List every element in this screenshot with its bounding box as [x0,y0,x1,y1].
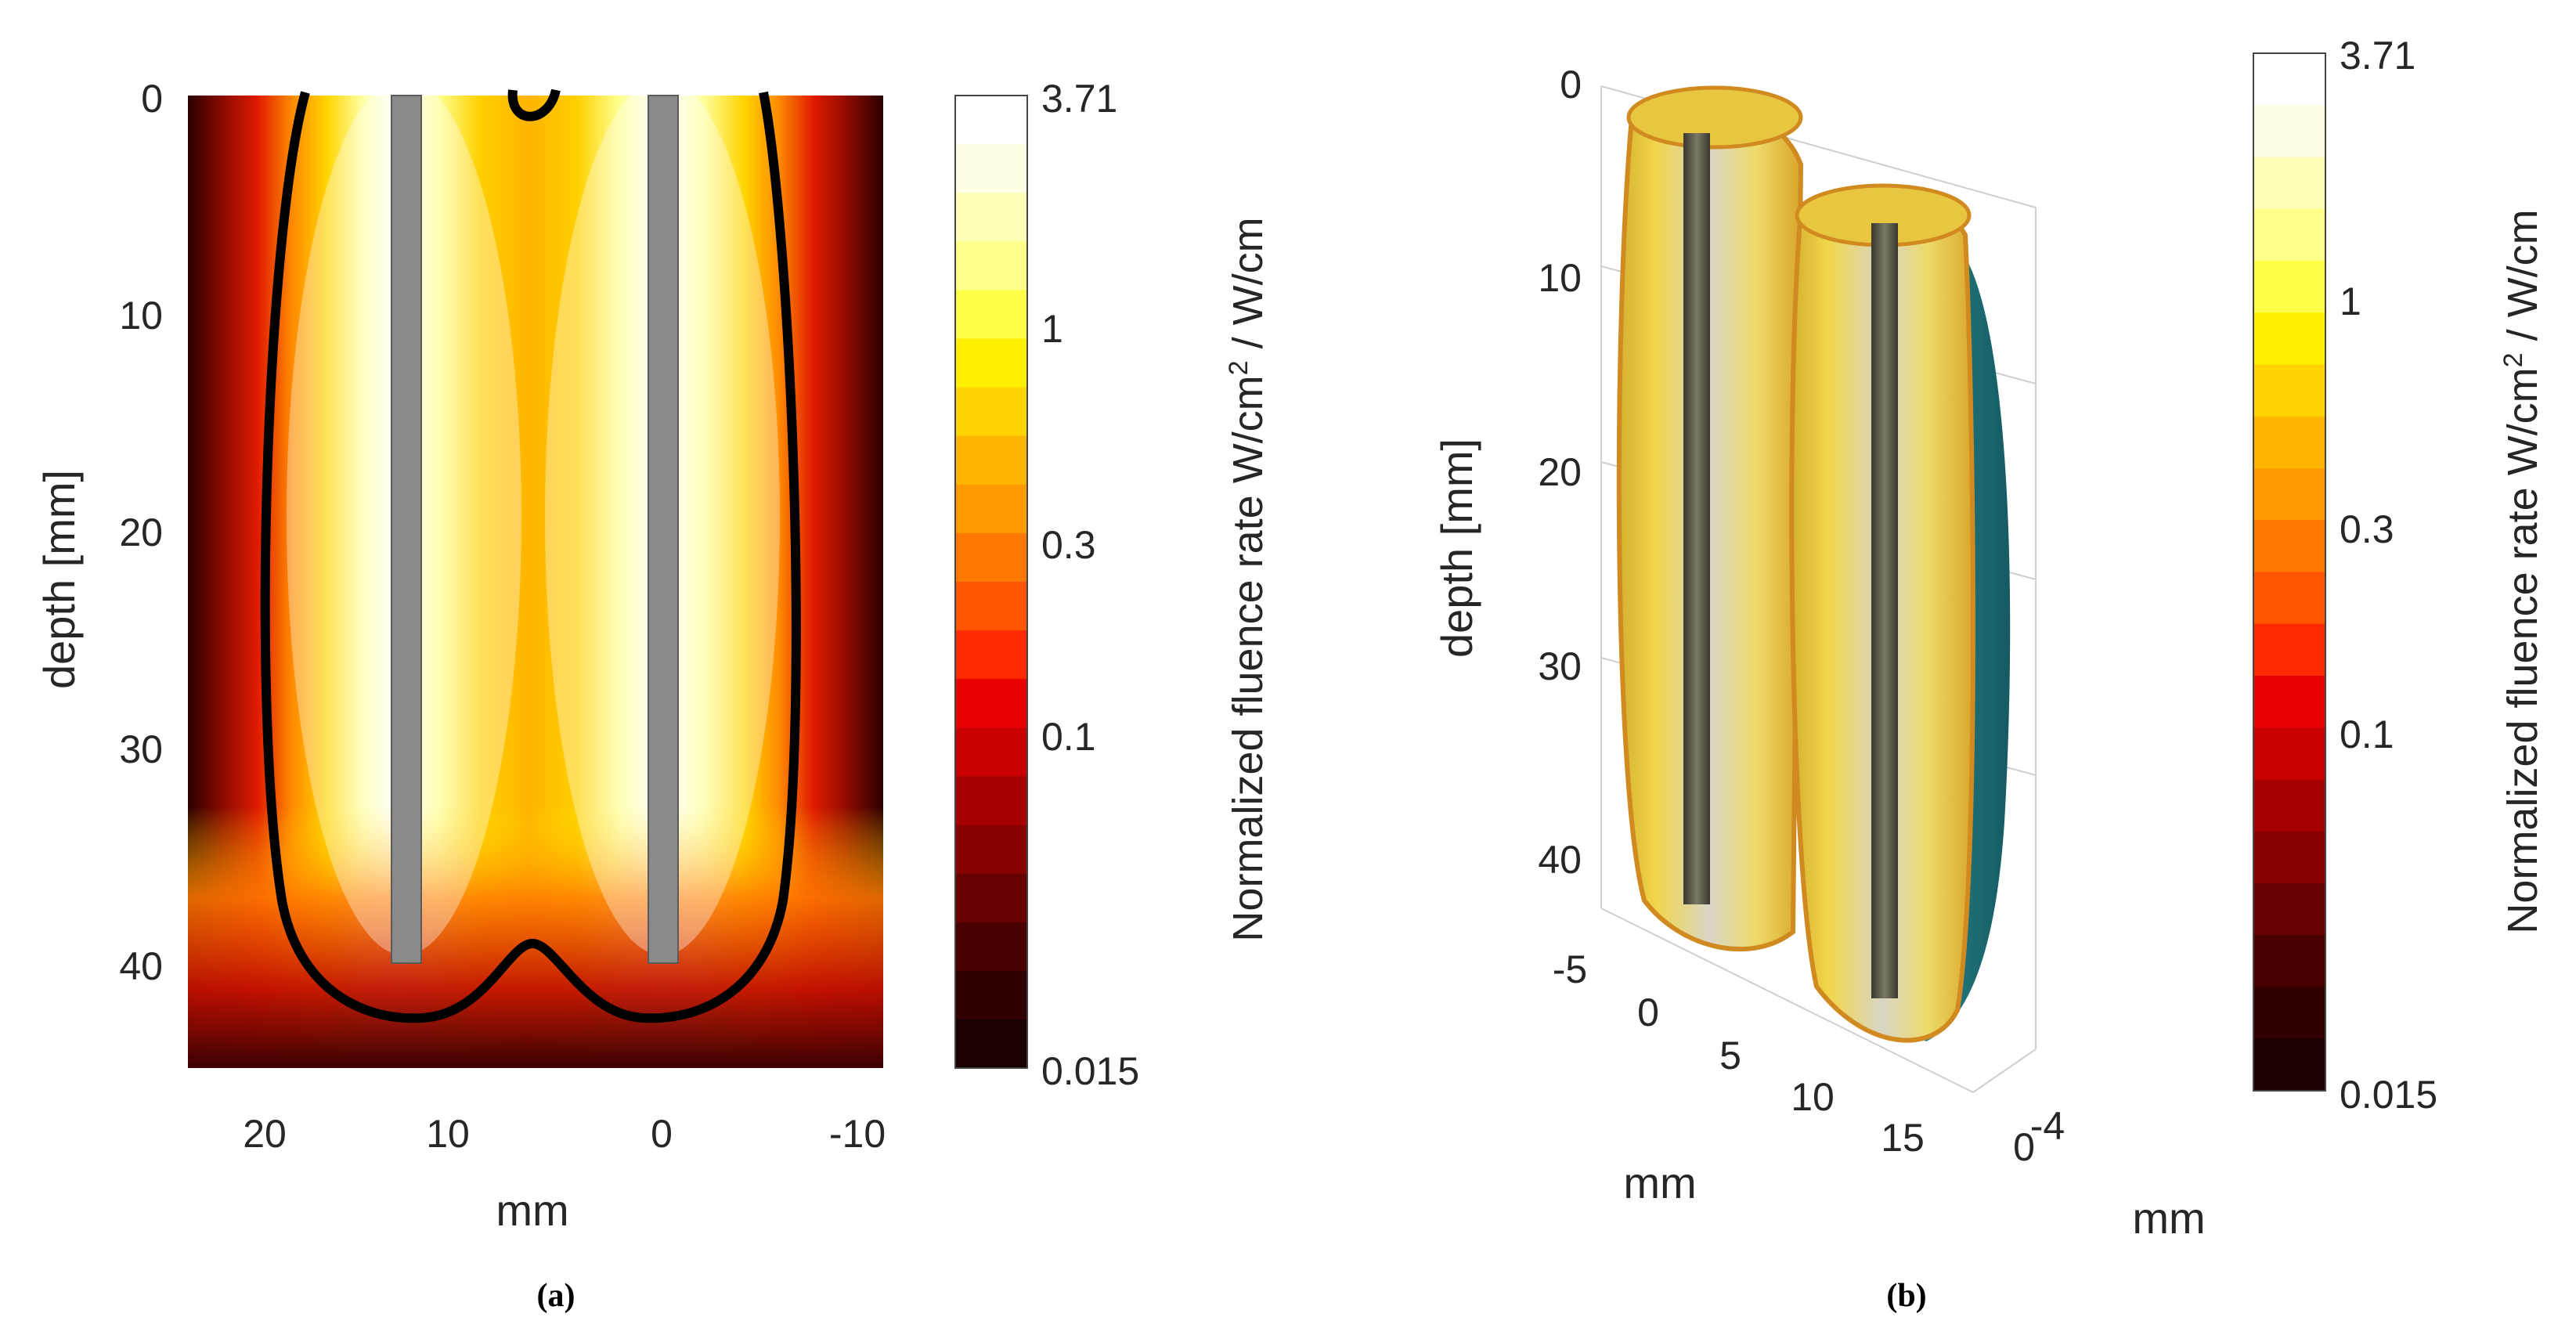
cb-tick-1: 1 [1041,307,1063,351]
colorbar-block [2253,572,2325,625]
x-tick-10-b: 10 [1791,1075,1835,1119]
colorbar-block [955,96,1027,145]
colorbar-block [955,387,1027,437]
x-ticks-a: 20 10 0 -10 [243,1112,886,1156]
depth-tick-30: 30 [1538,644,1582,688]
colorbar-block [2253,676,2325,728]
x-tick-10: 10 [426,1112,470,1156]
x-tick-neg10: -10 [829,1112,886,1156]
panel-label-b: (b) [1886,1278,1926,1314]
colorbar-block [955,970,1027,1020]
depth-tick-40: 40 [1538,838,1582,882]
colorbar-a: 3.71 1 0.3 0.1 0.015 Normalized fluence … [954,77,1272,1093]
colorbar-block [2253,364,2325,417]
colorbar-block [955,338,1027,388]
colorbar-block [955,727,1027,777]
panel-b: 0 10 20 30 40 depth [mm] -5 0 5 10 15 mm… [1432,34,2546,1314]
x-tick-15: 15 [1881,1116,1925,1160]
rod-right [1871,223,1898,998]
cb-tick-1-b: 1 [2340,280,2361,323]
colorbar-block [2253,261,2325,313]
colorbar-block [955,532,1027,583]
cb-tick-0.015: 0.015 [1041,1049,1139,1093]
x-ticks-b: -5 0 5 10 15 [1553,947,1925,1160]
rod-left [1683,133,1710,904]
colorbar-label-b: Normalized fluence rate W/cm2 / W/cm [2498,209,2546,933]
x-axis-label-b: mm [1623,1158,1696,1207]
colorbar-block [955,776,1027,825]
x-axis-label-a: mm [496,1185,568,1235]
cb-tick-0.3-b: 0.3 [2340,507,2394,551]
z-ticks-b: -4 0 [2013,1104,2065,1169]
z-axis-label-b: mm [2132,1193,2205,1243]
colorbar-block [2253,520,2325,572]
y-tick-40: 40 [119,944,163,988]
colorbar-block [2253,468,2325,521]
colorbar-block [2253,157,2325,210]
colorbar-block [955,679,1027,728]
cb-tick-0.1: 0.1 [1041,715,1096,759]
colorbar-block [955,922,1027,972]
isodose-contour [260,91,801,1023]
x-tick-0-b: 0 [1637,991,1659,1034]
cap-left [1626,85,1803,150]
z-tick-0: 0 [2013,1125,2035,1169]
colorbar-block [2253,105,2325,157]
colorbar-block [2253,623,2325,677]
colorbar-block [955,630,1027,680]
cb-tick-0.3: 0.3 [1041,523,1096,567]
depth-tick-0: 0 [1560,63,1582,106]
y-tick-0: 0 [141,77,163,121]
y-tick-20: 20 [119,511,163,554]
colorbar-block [955,582,1027,631]
colorbar-block [2253,831,2325,884]
panel-label-a: (a) [537,1278,575,1314]
colorbar-block [2253,416,2325,469]
isodose-contour-top [507,88,561,121]
z-tick-neg4: -4 [2030,1104,2065,1148]
colorbar-b: 3.71 1 0.3 0.1 0.015 Normalized fluence … [2253,34,2546,1117]
colorbar-block [2253,1038,2325,1092]
panel-a: 20 10 0 -10 0 10 20 30 40 mm depth [mm] … [34,77,1272,1314]
colorbar-block [2253,53,2325,106]
cb-tick-0.1-b: 0.1 [2340,713,2394,756]
colorbar-block [2253,935,2325,987]
colorbar-block [955,484,1027,534]
x-tick-0: 0 [651,1112,673,1156]
depth-tick-10: 10 [1538,256,1582,300]
colorbar-block [2253,312,2325,365]
y-tick-30: 30 [119,727,163,771]
colorbar-block [955,873,1027,923]
depth-tick-20: 20 [1538,450,1582,494]
colorbar-block [955,825,1027,875]
colorbar-block [955,241,1027,290]
y-axis-label-a: depth [mm] [34,470,84,689]
x-tick-20: 20 [243,1112,287,1156]
colorbar-label-a: Normalized fluence rate W/cm2 / W/cm [1224,217,1272,941]
colorbar-block [955,144,1027,193]
fiber-left [391,95,422,964]
colorbar-block [2253,987,2325,1040]
cb-tick-0.015-b: 0.015 [2340,1073,2437,1117]
colorbar-block [2253,883,2325,936]
y-tick-10: 10 [119,294,163,337]
cb-tick-3.71: 3.71 [1041,77,1117,121]
colorbar-block [955,1019,1027,1069]
y-ticks-a: 0 10 20 30 40 [119,77,163,988]
x-tick-5: 5 [1719,1034,1741,1077]
colorbar-block [955,290,1027,339]
colorbar-block [2253,208,2325,262]
y-axis-label-b: depth [mm] [1432,438,1481,658]
colorbar-block [2253,779,2325,832]
surface-3d [1616,85,2011,1043]
colorbar-block [955,193,1027,242]
colorbar-block [2253,727,2325,780]
colorbar-block [955,435,1027,485]
depth-ticks-b: 0 10 20 30 40 [1538,63,1582,882]
fiber-right [648,95,679,964]
cb-tick-3.71-b: 3.71 [2340,34,2415,78]
x-tick-neg5: -5 [1553,947,1587,991]
